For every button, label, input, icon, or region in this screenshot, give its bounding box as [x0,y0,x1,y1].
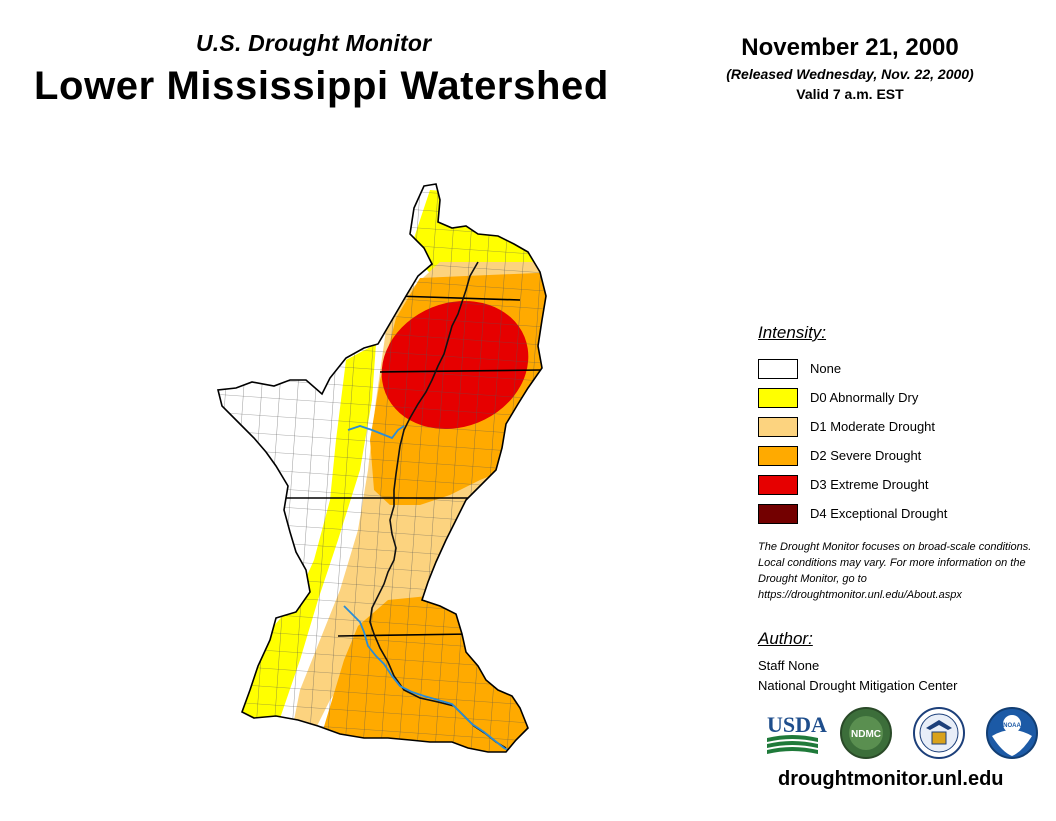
legend-swatch-d1 [758,416,798,437]
legend-label-d1: D1 Moderate Drought [810,419,936,434]
author-name: Staff None [758,658,820,673]
website-url[interactable]: droughtmonitor.unl.edu [778,768,1004,790]
commerce-seal-logo [913,707,965,759]
legend: Intensity: None D0 Abnormally Dry D1 Mod… [758,323,1048,528]
legend-item-none: None [758,354,1048,383]
state-line-la-ms [337,633,471,637]
legend-heading: Intensity: [758,323,827,342]
author-organization: National Drought Mitigation Center [758,678,958,693]
map-subtitle: U.S. Drought Monitor [196,30,432,56]
legend-item-d0: D0 Abnormally Dry [758,383,1048,412]
map-date: November 21, 2000 [741,34,959,61]
legend-label-d4: D4 Exceptional Drought [810,506,948,521]
legend-label-none: None [810,361,842,376]
legend-item-d1: D1 Moderate Drought [758,412,1048,441]
map-title: Lower Mississippi Watershed [34,64,609,108]
ndmc-logo: NDMC [840,707,892,759]
state-line-tn-ms [379,369,541,373]
state-line-mo-ar [395,295,521,301]
author-block: Staff None National Drought Mitigation C… [758,656,957,696]
mississippi-river-border [369,261,507,749]
agency-logos: USDA NDMC NOAA [762,706,1047,762]
legend-label-d0: D0 Abnormally Dry [810,390,919,405]
legend-item-d3: D3 Extreme Drought [758,470,1048,499]
legend-swatch-none [758,358,798,379]
disclaimer-note: The Drought Monitor focuses on broad-sca… [758,541,1032,601]
legend-swatch-d0 [758,387,798,408]
usda-logo: USDA [767,712,827,754]
atchafalaya-river [343,605,513,752]
ndmc-logo-text: NDMC [851,729,881,740]
noaa-logo: NOAA [986,707,1038,759]
author-heading: Author: [758,629,813,648]
legend-item-d4: D4 Exceptional Drought [758,499,1048,528]
legend-swatch-d4 [758,503,798,524]
legend-swatch-d3 [758,474,798,495]
usda-logo-text: USDA [767,712,827,737]
legend-swatch-d2 [758,445,798,466]
release-date: (Released Wednesday, Nov. 22, 2000) [726,66,974,82]
date-block: November 21, 2000 (Released Wednesday, N… [700,34,1000,104]
valid-time: Valid 7 a.m. EST [796,86,904,102]
arkansas-river [347,425,405,440]
legend-label-d3: D3 Extreme Drought [810,477,929,492]
legend-item-d2: D2 Severe Drought [758,441,1048,470]
noaa-logo-text: NOAA [1003,723,1021,729]
legend-label-d2: D2 Severe Drought [810,448,922,463]
